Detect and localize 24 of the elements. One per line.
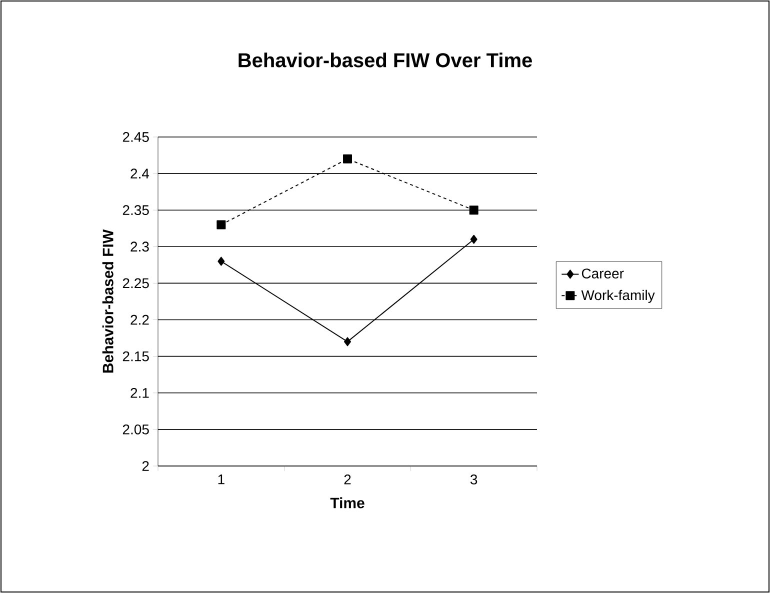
point [344, 337, 352, 346]
x-axis-title: Time [330, 497, 364, 508]
y-tick-label: 2.1 [130, 388, 149, 398]
y-tick-label: 2.4 [130, 168, 150, 178]
y-tick-label: 2.3 [130, 242, 149, 252]
y-tick-label: 2.25 [122, 278, 149, 288]
point [343, 154, 352, 164]
point [470, 234, 478, 244]
y-tick-label: 2.45 [122, 132, 149, 142]
legend-label: Work-family [581, 290, 655, 303]
y-tick-label: 2.35 [122, 205, 149, 216]
x-tick-label: 3 [470, 474, 478, 484]
x-tick-label: 2 [344, 474, 351, 484]
y-tick-label: 2.05 [122, 424, 149, 434]
y-tick-label: 2.2 [130, 314, 149, 325]
point [218, 256, 225, 266]
legend-label: Career [582, 268, 624, 278]
y-tick-label: 2 [142, 461, 149, 471]
y-tick-label: 2.15 [122, 351, 149, 362]
point [469, 206, 478, 215]
chart-title: Behavior-based FIW Over Time [238, 52, 532, 68]
x-tick-label: 1 [218, 474, 224, 484]
point [216, 220, 226, 230]
y-axis-title: Behavior-based FIW [102, 229, 114, 373]
